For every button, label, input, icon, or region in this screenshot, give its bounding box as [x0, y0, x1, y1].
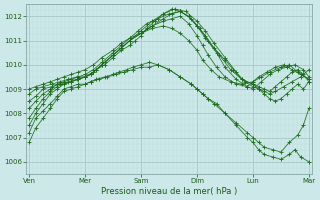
X-axis label: Pression niveau de la mer( hPa ): Pression niveau de la mer( hPa )	[101, 187, 237, 196]
